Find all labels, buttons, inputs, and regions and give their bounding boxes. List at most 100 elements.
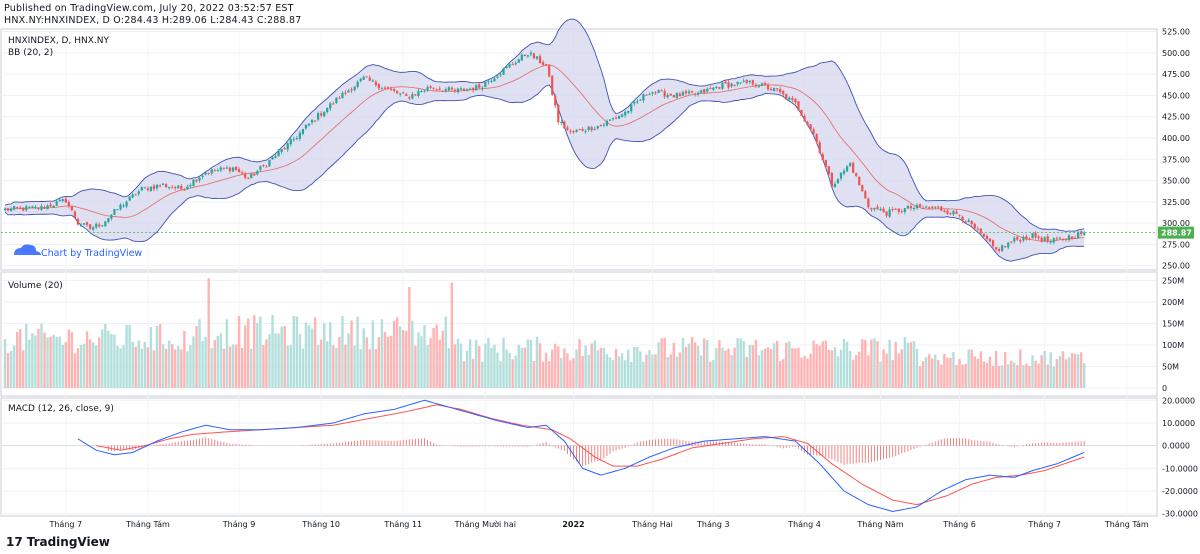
volume-bar: [639, 351, 642, 388]
volume-bar: [839, 349, 843, 388]
candle-body: [742, 80, 745, 82]
volume-bar: [1028, 366, 1031, 388]
volume-bar: [307, 325, 311, 388]
candle-body: [423, 90, 426, 92]
candle-body: [891, 209, 894, 211]
candle-body: [28, 207, 31, 209]
candle-body: [611, 118, 615, 120]
volume-bar: [195, 326, 198, 388]
candle-body: [727, 82, 730, 88]
volume-bar: [222, 348, 226, 388]
footer-brand[interactable]: 17 TradingView: [6, 535, 110, 549]
volume-bar: [931, 358, 934, 388]
volume-bar: [313, 317, 317, 388]
volume-bar: [833, 347, 837, 388]
volume-bar: [64, 342, 67, 388]
volume-bar: [596, 350, 599, 388]
candle-body: [888, 209, 891, 217]
volume-bar: [116, 345, 119, 388]
macd-y-tick-label: -10.0000: [1162, 464, 1198, 473]
candle-body: [301, 129, 305, 134]
candle-body: [113, 208, 116, 215]
candle-body: [3, 208, 7, 211]
candle-body: [234, 166, 238, 171]
candle-body: [231, 167, 235, 172]
volume-bar: [37, 328, 40, 388]
candle-body: [1070, 236, 1074, 239]
candle-body: [554, 95, 557, 106]
volume-bar: [468, 339, 472, 388]
volume-bar: [353, 345, 356, 388]
x-tick-label: Tháng 9: [222, 520, 256, 529]
volume-bar: [505, 349, 508, 388]
volume-bar: [405, 330, 408, 388]
volume-bar: [551, 349, 554, 388]
candle-body: [994, 247, 998, 250]
candle-body: [876, 206, 879, 210]
macd-pane[interactable]: [0, 397, 1158, 517]
volume-bar: [1052, 366, 1055, 388]
candle-body: [855, 173, 858, 176]
candle-body: [58, 199, 61, 201]
candle-body: [447, 87, 450, 91]
volume-bar: [751, 345, 755, 388]
candle-body: [569, 130, 572, 132]
macd-signal-line: [96, 404, 1085, 506]
candle-body: [955, 211, 958, 214]
bb-fill: [5, 19, 1085, 262]
candle-body: [268, 160, 271, 167]
candle-body: [228, 167, 232, 172]
volume-bar: [1073, 353, 1077, 388]
candle-body: [396, 90, 399, 94]
ohlc-line: HNX.NY:HNXINDEX, D O:284.43 H:289.06 L:2…: [4, 15, 302, 26]
volume-bar: [341, 316, 344, 388]
volume-bar: [903, 337, 907, 388]
volume-bar: [934, 354, 937, 388]
candle-body: [909, 206, 913, 209]
candle-body: [219, 167, 222, 171]
candle-body: [1016, 237, 1019, 240]
volume-y-tick-label: 50M: [1162, 362, 1179, 371]
candle-body: [207, 172, 210, 174]
volume-bar: [429, 338, 432, 388]
volume-bar: [943, 353, 946, 388]
volume-bar: [961, 364, 964, 388]
candle-body: [997, 249, 1001, 251]
volume-y-tick-label: 100M: [1162, 341, 1184, 350]
volume-bar: [611, 360, 615, 388]
volume-bar: [228, 346, 232, 388]
volume-bar: [864, 340, 867, 388]
volume-bar: [210, 347, 213, 388]
volume-bar: [1037, 363, 1040, 388]
volume-bar: [389, 335, 393, 388]
candle-body: [149, 186, 153, 191]
volume-pane[interactable]: [0, 271, 1158, 397]
candle-body: [444, 89, 447, 92]
volume-bar: [1061, 351, 1065, 388]
candle-body: [773, 87, 776, 91]
candle-body: [697, 92, 700, 95]
candle-body: [414, 94, 417, 96]
volume-bar: [739, 338, 742, 388]
candle-body: [788, 97, 791, 100]
candle-body: [684, 91, 688, 94]
candle-body: [338, 97, 341, 99]
volume-bar: [1049, 352, 1052, 388]
volume-bar: [775, 340, 779, 388]
candle-body: [244, 173, 247, 178]
volume-bar: [848, 350, 852, 388]
volume-bar: [201, 340, 204, 388]
volume-bar: [709, 361, 712, 388]
price-legend-symbol: HNXINDEX, D, HNX.NY: [8, 36, 109, 46]
candle-body: [298, 132, 301, 139]
volume-bar: [1031, 355, 1034, 388]
candle-body: [925, 206, 928, 208]
volume-bar: [824, 340, 827, 388]
candle-body: [794, 98, 797, 103]
volume-bar: [827, 349, 831, 388]
candle-body: [16, 207, 19, 209]
candle-body: [213, 170, 216, 172]
volume-bar: [1040, 355, 1043, 388]
volume-bar: [298, 333, 302, 388]
